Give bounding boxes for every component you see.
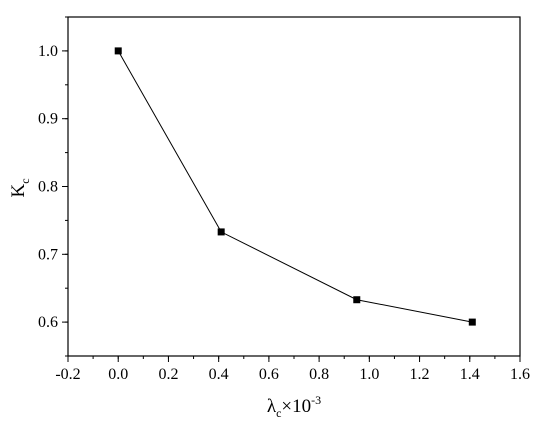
data-point — [468, 318, 476, 326]
plot-border — [67, 16, 521, 357]
x-tick-label: 0.4 — [209, 366, 229, 383]
x-tick-label: 0.0 — [108, 366, 128, 383]
x-axis-ticks: -0.2 0.0 0.2 0.4 0.6 0.8 1.0 1.2 1.4 1.6 — [55, 356, 530, 383]
plot-frame — [67, 16, 521, 357]
data-point — [114, 47, 122, 55]
y-axis-title: Kc — [8, 178, 32, 197]
x-tick-label: -0.2 — [55, 366, 80, 383]
y-tick-label: 0.6 — [38, 314, 58, 331]
data-point — [353, 296, 361, 304]
x-tick-label: 1.2 — [410, 366, 430, 383]
x-tick-label: 1.6 — [510, 366, 530, 383]
x-tick-label: 1.0 — [359, 366, 379, 383]
x-axis-title: λc×10-3 — [267, 393, 321, 420]
y-tick-label: 0.7 — [38, 246, 58, 263]
x-tick-label: 0.2 — [158, 366, 178, 383]
series-line — [117, 50, 473, 323]
y-axis-ticks: 0.6 0.7 0.8 0.9 1.0 — [38, 16, 68, 357]
y-tick-label: 0.9 — [38, 111, 58, 128]
series-layer — [114, 47, 476, 326]
x-tick-label: 0.6 — [259, 366, 279, 383]
x-tick-label: 1.4 — [460, 366, 480, 383]
x-tick-label: 0.8 — [309, 366, 329, 383]
data-point — [217, 228, 225, 236]
y-tick-label: 1.0 — [38, 43, 58, 60]
y-tick-label: 0.8 — [38, 179, 58, 196]
